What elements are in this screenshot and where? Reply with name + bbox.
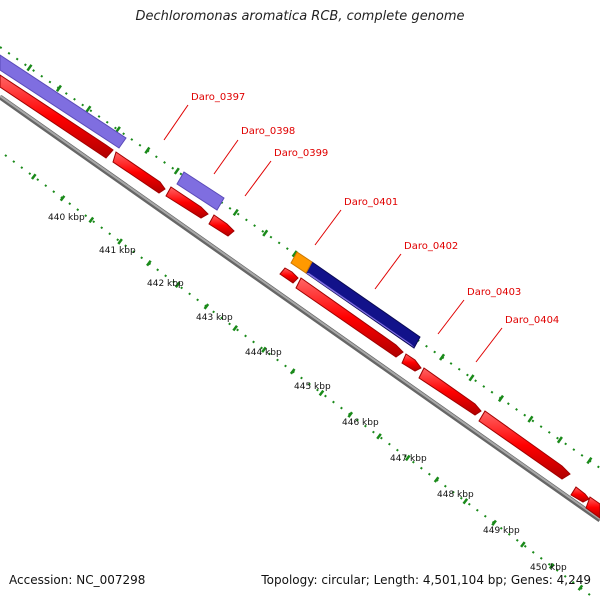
accession-text: Accession: NC_007298 (9, 573, 146, 587)
inner-major-tick (433, 476, 440, 483)
leader-line (244, 160, 272, 197)
outer-major-tick (26, 64, 33, 72)
cds-arrow-9[interactable] (478, 410, 571, 480)
inner-major-tick (520, 541, 526, 548)
outer-major-tick (556, 436, 563, 444)
cds-arrow-6[interactable] (295, 277, 404, 358)
inner-tick-track (4, 154, 591, 596)
inner-major-tick (117, 238, 123, 245)
tick-label-442: 442 kbp (147, 279, 184, 289)
map-title: Dechloromonas aromatica RCB, complete ge… (135, 9, 465, 24)
genome-backbone-highlight (0, 95, 600, 520)
cds-arrow-8[interactable] (418, 367, 482, 416)
feature-bar-lavender-3[interactable] (306, 273, 415, 348)
tick-label-445: 445 kbp (294, 382, 331, 392)
inner-major-tick (577, 584, 584, 591)
cds-arrow-11[interactable] (585, 496, 600, 519)
inner-major-tick (548, 562, 555, 570)
outer-major-tick (173, 167, 180, 175)
outer-major-tick (55, 84, 62, 92)
cds-arrow-10[interactable] (570, 486, 590, 503)
cds-arrow-3[interactable] (165, 186, 209, 219)
tick-label-447: 447 kbp (390, 454, 427, 464)
inner-major-tick (59, 195, 66, 202)
feature-bar-lavender-2[interactable] (176, 171, 225, 211)
outer-major-tick (439, 353, 446, 361)
gene-label-group-0397[interactable]: Daro_0397 (163, 92, 245, 141)
gene-label[interactable]: Daro_0402 (404, 241, 458, 252)
gene-label-group-0404[interactable]: Daro_0404 (475, 315, 559, 363)
cds-arrow-7[interactable] (401, 353, 422, 372)
tick-label-446: 446 kbp (342, 418, 379, 428)
inner-major-tick (318, 389, 325, 397)
leader-line (437, 299, 465, 335)
outer-major-tick (144, 146, 151, 154)
feature-bar-orange[interactable] (290, 251, 313, 274)
cds-arrow-5[interactable] (279, 267, 299, 284)
gene-label-group-0401[interactable]: Daro_0401 (314, 197, 398, 246)
gene-label[interactable]: Daro_0398 (241, 126, 295, 137)
inner-major-tick (491, 519, 497, 527)
outer-major-tick (262, 229, 269, 237)
tick-label-450: 450 kbp (530, 563, 567, 573)
tick-label-443: 443 kbp (196, 313, 233, 323)
outer-major-tick (291, 250, 298, 258)
outer-major-tick (527, 415, 534, 423)
tick-label-448: 448 kbp (437, 490, 474, 500)
tick-label-444: 444 kbp (245, 348, 282, 358)
cds-arrow-2[interactable] (112, 151, 166, 194)
outer-major-tick (468, 374, 475, 382)
gene-label[interactable]: Daro_0399 (274, 148, 328, 159)
outer-major-tick (586, 456, 593, 465)
gene-label-group-0402[interactable]: Daro_0402 (374, 241, 458, 290)
outer-major-tick (497, 394, 505, 403)
gene-label[interactable]: Daro_0397 (191, 92, 245, 103)
leader-line (314, 209, 342, 246)
inner-major-tick (203, 303, 210, 310)
inner-major-tick (347, 411, 354, 418)
gene-label-group-0398[interactable]: Daro_0398 (213, 126, 295, 175)
gene-label-group-0399[interactable]: Daro_0399 (244, 148, 328, 197)
inner-major-tick (376, 433, 382, 440)
inner-major-tick (462, 498, 469, 505)
inner-major-tick (261, 346, 267, 353)
inner-major-ticks (30, 173, 584, 591)
cds-arrow-1[interactable] (0, 74, 114, 159)
inner-major-tick (289, 368, 296, 375)
feature-bar-lavender-1[interactable] (0, 54, 127, 149)
tick-label-440: 440 kbp (48, 213, 85, 223)
leader-line (213, 139, 239, 175)
outer-major-tick (85, 105, 92, 113)
leader-line (374, 253, 402, 290)
topology-text: Topology: circular; Length: 4,501,104 bp… (261, 573, 591, 587)
gene-label[interactable]: Daro_0403 (467, 287, 521, 298)
inner-major-tick (404, 454, 411, 462)
inner-major-tick (146, 260, 152, 267)
inner-major-tick (30, 173, 37, 180)
tick-label-441: 441 kbp (99, 246, 136, 256)
cds-arrow-4[interactable] (208, 214, 235, 237)
gene-label[interactable]: Daro_0404 (505, 315, 559, 326)
inner-major-tick (232, 324, 238, 332)
inner-major-tick (174, 281, 181, 288)
outer-major-tick (232, 208, 239, 217)
leader-line (475, 327, 503, 363)
leader-line (163, 104, 189, 141)
gene-label-group-0403[interactable]: Daro_0403 (437, 287, 521, 335)
inner-major-tick (88, 216, 95, 224)
gene-label[interactable]: Daro_0401 (344, 197, 398, 208)
tick-label-449: 449 kbp (483, 526, 520, 536)
